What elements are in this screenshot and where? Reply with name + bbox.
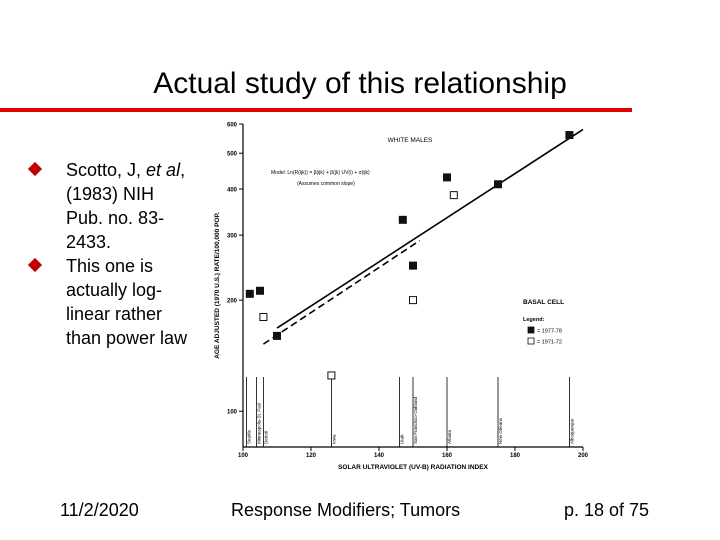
title-underline [0, 108, 632, 112]
model-note: (Assumes common slope) [297, 181, 355, 187]
city-label: Minneapolis-St. Paul [257, 403, 262, 444]
footer-page-number: p. 18 of 75 [564, 500, 650, 520]
footer-date: 11/2/2020 [60, 500, 139, 520]
legend-marker-1977-78 [527, 326, 535, 334]
diamond-bullet-icon [27, 257, 43, 273]
y-tick-label: 400 [227, 187, 238, 193]
city-label: Atlanta [447, 429, 452, 444]
legend-title: Legend: [523, 317, 545, 323]
slide-title: Actual study of this relationship [153, 67, 567, 100]
city-label: New Orleans [498, 417, 503, 444]
x-tick-label: 200 [578, 453, 589, 459]
x-tick-label: 100 [238, 453, 249, 459]
city-label: Albuquerque [569, 418, 574, 444]
fit-line-1971-72 [262, 239, 421, 345]
city-label: Iowa [331, 434, 336, 444]
y-tick-label: 300 [227, 234, 238, 240]
data-point-1971-72 [409, 296, 417, 305]
y-tick-label: 500 [227, 152, 238, 158]
citation-authors: Scotto, J, [66, 160, 147, 180]
data-point-1971-72 [449, 191, 458, 200]
data-point-1977-78 [398, 215, 407, 224]
x-tick-label: 120 [306, 453, 317, 459]
bullet-list: Scotto, J, et al, (1983) NIH Pub. no. 83… [22, 158, 192, 350]
bullet-item: Scotto, J, et al, (1983) NIH Pub. no. 83… [22, 158, 192, 254]
series-label: BASAL CELL [523, 299, 564, 306]
city-label: Detroit [263, 430, 268, 444]
y-tick-label: 100 [227, 410, 238, 416]
legend-label-1971-72: = 1971-72 [537, 340, 562, 346]
basal-cell-uv-chart: 100 200 300 400 500 600 100 120 140 160 180 200 SOLA… [214, 123, 589, 472]
y-tick-label: 200 [227, 299, 238, 305]
data-point-1977-78 [256, 286, 264, 295]
x-tick-label: 160 [442, 453, 453, 459]
data-point-1977-78 [443, 173, 451, 182]
model-equation: Model: Ln(R(ijk)) = β(ijk) + β(jk) UV(i)… [271, 170, 370, 176]
bullet-item: This one is actually log-linear rather t… [22, 254, 192, 350]
bullet-text-citation: Scotto, J, et al, (1983) NIH Pub. no. 83… [66, 160, 185, 252]
data-point-1971-72 [327, 371, 336, 380]
data-point-1977-78 [245, 289, 254, 298]
fit-line-1977-78 [276, 128, 584, 329]
city-label: Seattle [246, 429, 251, 444]
city-label: Utah [399, 434, 404, 444]
legend-label-1977-78: = 1977-78 [537, 329, 562, 335]
footer-title: Response Modifiers; Tumors [231, 500, 461, 520]
y-tick-label: 600 [227, 123, 238, 129]
citation-publication: , (1983) NIH Pub. no. 83-2433. [66, 160, 186, 252]
data-point-1977-78 [494, 180, 502, 189]
city-label: San Francisco-Oakland [413, 396, 418, 444]
data-point-1971-72 [259, 313, 268, 322]
data-point-1977-78 [273, 331, 281, 340]
data-point-1977-78 [409, 261, 417, 270]
citation-et-al: et al [146, 160, 181, 180]
data-point-1977-78 [565, 131, 574, 140]
x-axis-label: SOLAR ULTRAVIOLET (UV-B) RADIATION INDEX [338, 464, 489, 471]
chart-title: WHITE MALES [388, 137, 433, 144]
x-tick-label: 140 [374, 453, 385, 459]
bullet-text-loglinear: This one is actually log-linear rather t… [66, 256, 188, 348]
y-axis-label: AGE ADJUSTED (1970 U.S.) RATE/100,000 PO… [214, 212, 221, 359]
x-tick-label: 180 [510, 453, 521, 459]
legend-marker-1971-72 [527, 337, 535, 345]
diamond-bullet-icon [27, 161, 43, 177]
